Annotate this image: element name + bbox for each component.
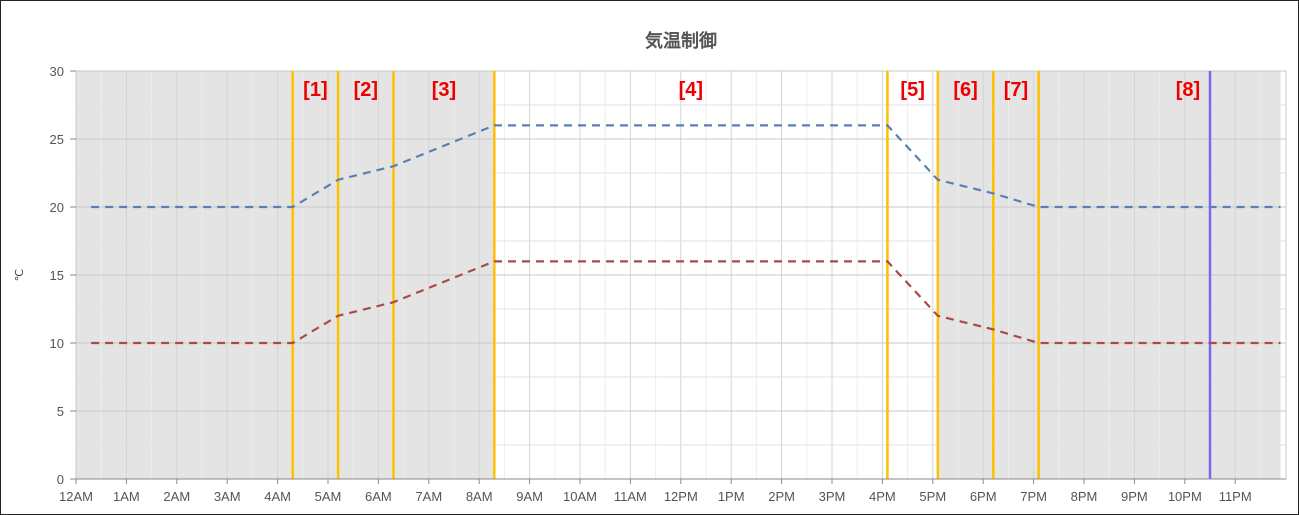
y-tick-label: 30	[50, 64, 64, 79]
x-tick-label: 4PM	[869, 489, 896, 504]
phase-label: [4]	[679, 79, 703, 101]
x-tick-label: 10PM	[1168, 489, 1202, 504]
y-axis-label: ℃	[13, 269, 26, 281]
phase-label: [6]	[953, 79, 977, 101]
x-tick-label: 10AM	[563, 489, 597, 504]
x-tick-label: 5PM	[919, 489, 946, 504]
x-tick-label: 1AM	[113, 489, 140, 504]
x-tick-label: 3AM	[214, 489, 241, 504]
y-tick-label: 0	[57, 472, 64, 487]
x-tick-label: 3PM	[819, 489, 846, 504]
phase-label: [8]	[1176, 79, 1200, 101]
phase-label: [5]	[900, 79, 924, 101]
x-tick-label: 11PM	[1219, 489, 1252, 504]
phase-label: [7]	[1004, 79, 1028, 101]
x-tick-label: 9PM	[1121, 489, 1148, 504]
x-tick-label: 2PM	[768, 489, 795, 504]
temperature-series-line-2	[91, 260, 1281, 345]
y-tick-label: 5	[57, 404, 64, 419]
y-tick-label: 25	[50, 132, 64, 147]
x-tick-label: 12AM	[59, 489, 93, 504]
x-tick-label: 8PM	[1071, 489, 1098, 504]
x-tick-label: 1PM	[718, 489, 745, 504]
x-tick-label: 6PM	[970, 489, 997, 504]
x-tick-label: 7AM	[415, 489, 442, 504]
x-tick-label: 4AM	[264, 489, 291, 504]
phase-label: [3]	[432, 79, 456, 101]
x-tick-label: 6AM	[365, 489, 392, 504]
x-tick-label: 12PM	[664, 489, 698, 504]
phase-label: [1]	[303, 79, 327, 101]
x-tick-label: 5AM	[315, 489, 342, 504]
y-tick-label: 15	[50, 268, 64, 283]
x-tick-label: 9AM	[516, 489, 543, 504]
phase-label: [2]	[354, 79, 378, 101]
chart-title: 気温制御	[645, 30, 717, 52]
temperature-series-line-1	[91, 124, 1281, 209]
y-tick-label: 10	[50, 336, 64, 351]
y-tick-label: 20	[50, 200, 64, 215]
x-tick-label: 2AM	[163, 489, 190, 504]
x-tick-label: 8AM	[466, 489, 493, 504]
x-tick-label: 11AM	[614, 489, 647, 504]
x-tick-label: 7PM	[1020, 489, 1047, 504]
